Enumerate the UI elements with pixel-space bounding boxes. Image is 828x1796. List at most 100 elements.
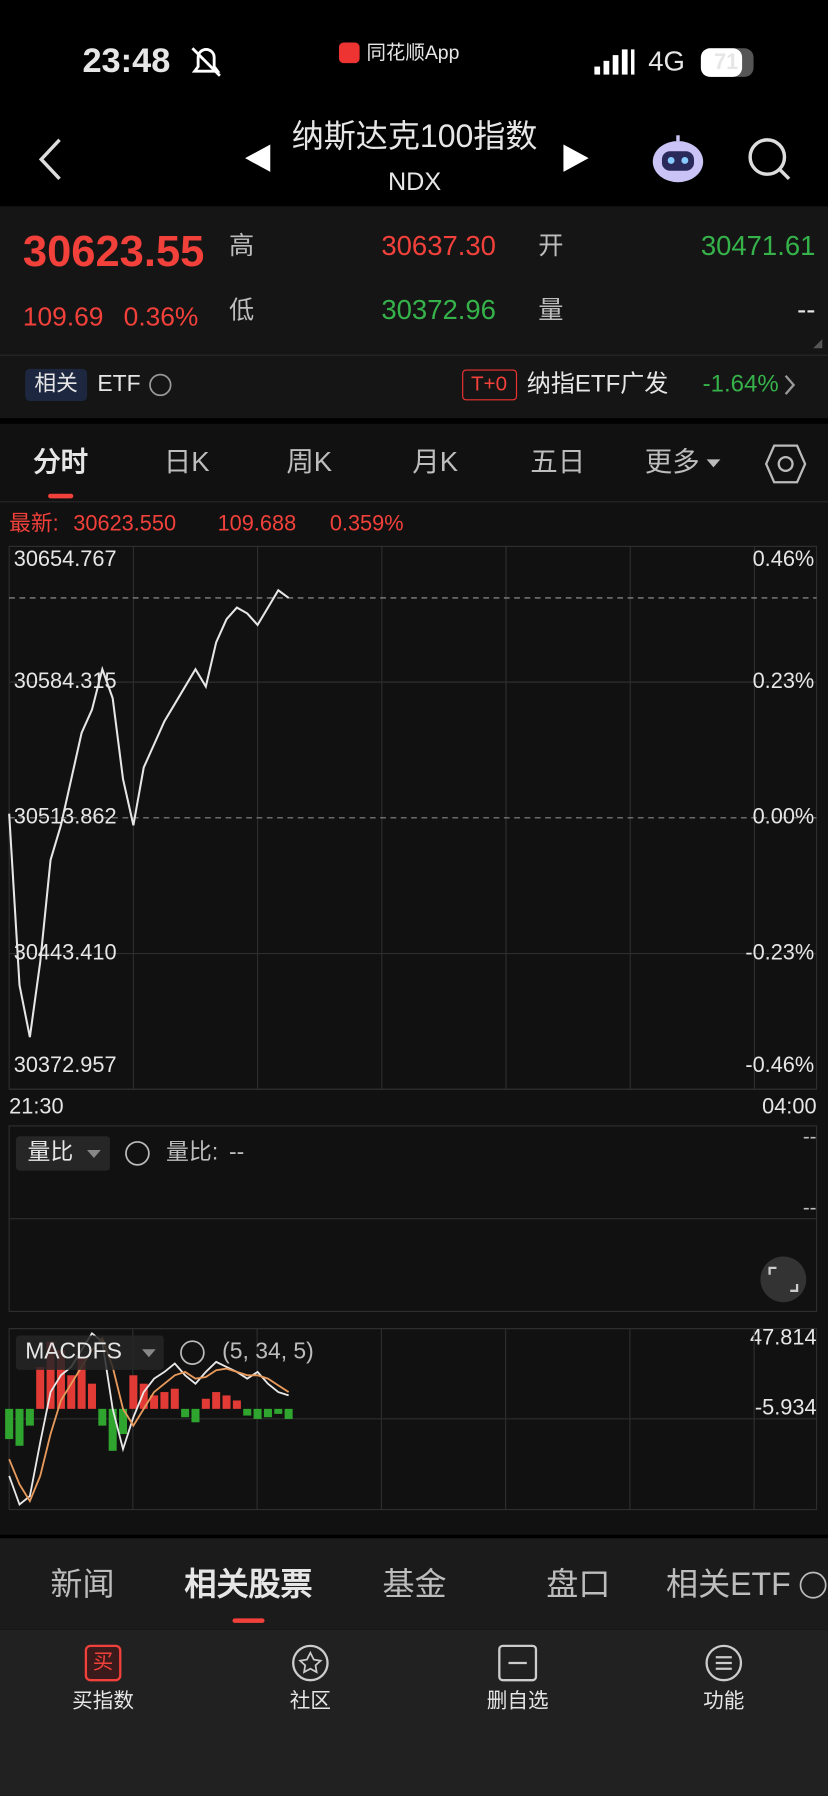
settings-button-dot: [777, 455, 794, 472]
macd-bar: [87, 1383, 96, 1409]
selector-arrow: [142, 1349, 156, 1358]
battery-text: 71: [714, 49, 738, 74]
price-line: [8, 588, 290, 1038]
battery-level: [700, 48, 743, 77]
macd-bar: [181, 1408, 190, 1418]
nav-label[interactable]: 删自选: [487, 1689, 549, 1712]
app-name: 同花顺App: [366, 42, 459, 64]
y2-tick-label: 0.00%: [753, 804, 815, 829]
y-tick-label: 30654.767: [14, 546, 117, 571]
y-tick-label: 47.814: [750, 1325, 817, 1350]
quote-bg: [0, 206, 828, 419]
nav-icon[interactable]: [292, 1644, 329, 1682]
tabs-bg: [0, 1538, 828, 1630]
bottom-tab[interactable]: 相关股票: [184, 1566, 312, 1602]
period-tab[interactable]: 日K: [164, 446, 210, 477]
macd-bar: [36, 1366, 45, 1409]
latest-pct: 0.359%: [330, 510, 404, 535]
search-button[interactable]: [748, 138, 791, 181]
volume-label: 量: [538, 296, 563, 324]
open: 30471.61: [701, 230, 816, 261]
help-icon[interactable]: [125, 1141, 150, 1166]
macd-bar: [139, 1383, 148, 1409]
y2-tick-label: 0.46%: [753, 546, 815, 571]
signal-icon: [594, 49, 635, 75]
open-label: 开: [538, 232, 563, 260]
nav-label[interactable]: 社区: [290, 1689, 331, 1712]
expand-button[interactable]: [760, 1256, 807, 1303]
y-tick-label: 30372.957: [14, 1052, 117, 1077]
nav-icon[interactable]: [84, 1644, 122, 1682]
macd-bar: [5, 1408, 14, 1440]
price: 30623.55: [23, 228, 204, 276]
latest-change: 109.688: [218, 510, 297, 535]
macd-bar: [243, 1408, 252, 1416]
chevron: [784, 375, 796, 395]
help-icon[interactable]: [149, 373, 172, 397]
vr-selector[interactable]: 量比: [27, 1138, 73, 1164]
macd-bar: [263, 1408, 272, 1418]
bottom-tab[interactable]: 基金: [383, 1566, 447, 1602]
settings-button[interactable]: [764, 444, 807, 484]
low-label: 低: [229, 296, 254, 324]
vr-right-top: --: [803, 1125, 817, 1148]
prev-button[interactable]: [245, 144, 271, 172]
bottom-tab[interactable]: 相关ETF: [666, 1566, 791, 1602]
macd-bar: [253, 1408, 262, 1419]
period-tab[interactable]: 五日: [530, 446, 585, 477]
macd-bar: [25, 1408, 34, 1426]
nav-icon-lines: [715, 1656, 732, 1670]
app-icon: [338, 42, 360, 64]
macd-bar: [232, 1400, 241, 1409]
assistant-button[interactable]: [652, 135, 704, 183]
latest-label: 最新:: [9, 510, 59, 535]
period-tab[interactable]: 分时: [33, 446, 88, 477]
nav-icon[interactable]: [498, 1644, 538, 1682]
etf-tag: 相关: [34, 371, 78, 396]
y2-tick-label: -0.46%: [745, 1052, 814, 1077]
selector-bg[interactable]: [16, 1136, 110, 1171]
mute-icon: [191, 47, 221, 77]
macd-bar: [274, 1408, 283, 1414]
vr-right-bottom: --: [803, 1196, 817, 1219]
macd-bar: [98, 1408, 107, 1426]
page-title: 纳斯达克100指数: [292, 118, 538, 154]
nav-icon-text: 买: [93, 1650, 114, 1673]
etf-label: ETF: [97, 370, 140, 396]
nav-label[interactable]: 功能: [703, 1689, 744, 1712]
macd-params: (5, 34, 5): [222, 1338, 314, 1364]
period-tab[interactable]: 更多: [645, 446, 700, 477]
bottom-tab[interactable]: 盘口: [546, 1566, 610, 1602]
x-tick-label: 04:00: [762, 1093, 816, 1118]
bottom-tab[interactable]: 新闻: [50, 1566, 114, 1602]
macd-bar: [170, 1388, 179, 1409]
macd-line: [8, 1331, 289, 1507]
macd-bar: [284, 1408, 293, 1419]
nav-icon[interactable]: [705, 1644, 743, 1682]
back-button[interactable]: [38, 138, 61, 180]
macd-bar: [150, 1395, 159, 1409]
macd-bar: [191, 1408, 200, 1423]
x-tick-label: 21:30: [9, 1093, 63, 1118]
period-tab[interactable]: 月K: [412, 446, 458, 477]
network: 4G: [648, 45, 685, 76]
more-arrow: [706, 459, 721, 468]
price-chart: 30372.957 -0.46%30443.410 -0.23%30513.862 0…: [8, 545, 818, 1118]
period-tab[interactable]: 周K: [286, 446, 332, 477]
tab-underline: [48, 493, 74, 499]
expand-icon: [768, 1266, 799, 1292]
etf-fund[interactable]: 纳指ETF广发: [527, 370, 669, 397]
macd-selector[interactable]: MACDFS: [25, 1338, 122, 1364]
nav-label[interactable]: 买指数: [72, 1689, 134, 1712]
low: 30372.96: [381, 294, 496, 325]
macd-bar: [129, 1375, 138, 1409]
latest-price: 30623.550: [73, 510, 176, 535]
macd-bar: [119, 1408, 128, 1435]
next-button[interactable]: [563, 144, 589, 172]
nav-icon-star: [298, 1650, 323, 1674]
macd-bar: [56, 1350, 65, 1409]
selector-bg[interactable]: [16, 1335, 164, 1370]
help-icon[interactable]: [180, 1340, 205, 1365]
help-icon[interactable]: [799, 1571, 827, 1599]
